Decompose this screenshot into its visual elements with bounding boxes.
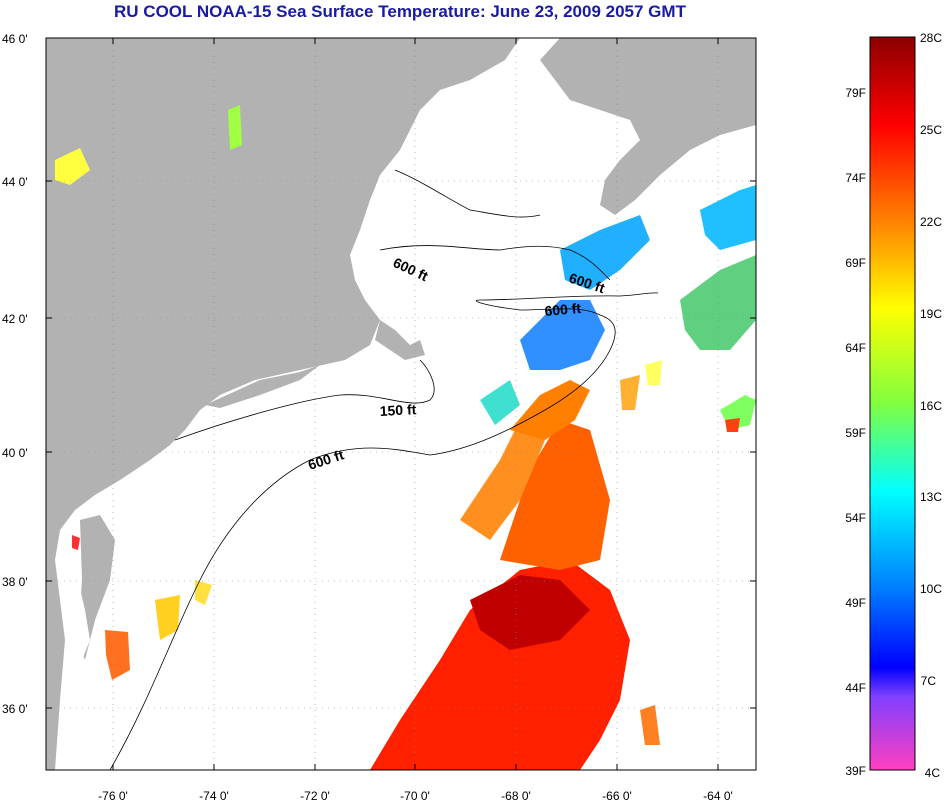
lat-label-40: 40 0' [2, 446, 28, 460]
lon-label-70: -70 0' [400, 789, 430, 803]
contour-label-150ft: 150 ft [379, 401, 417, 419]
cb-c-28: 28C [920, 31, 942, 45]
land-long-island [205, 365, 320, 408]
cb-f-59: 59F [845, 426, 866, 440]
cb-f-64: 64F [845, 341, 866, 355]
lat-label-44: 44 0' [2, 175, 28, 189]
lat-label-42: 42 0' [2, 312, 28, 326]
land-nova-scotia [540, 38, 756, 215]
cb-f-79: 79F [845, 86, 866, 100]
bathymetry-contours [109, 169, 659, 770]
lon-label-72: -72 0' [300, 789, 330, 803]
colorbar-fahrenheit-labels: 79F 74F 69F 64F 59F 54F 49F 44F 39F [845, 86, 866, 778]
contour-label-600ft-georges: 600 ft [544, 300, 582, 319]
map-title: RU COOL NOAA-15 Sea Surface Temperature:… [114, 2, 686, 21]
lat-label-46: 46 0' [2, 32, 28, 46]
lon-label-64: -64 0' [703, 789, 733, 803]
lat-label-36: 36 0' [2, 702, 28, 716]
cb-f-69: 69F [845, 256, 866, 270]
cb-c-25: 25C [920, 123, 942, 137]
cb-c-13: 13C [920, 490, 942, 504]
cb-f-39: 39F [845, 764, 866, 778]
land-us-mainland [46, 38, 520, 770]
cb-c-4: 4C [925, 766, 941, 780]
cb-f-74: 74F [845, 171, 866, 185]
cb-c-22: 22C [920, 215, 942, 229]
lon-label-74: -74 0' [199, 789, 229, 803]
cb-f-54: 54F [845, 511, 866, 525]
cb-c-19: 19C [920, 307, 942, 321]
cb-f-44: 44F [845, 681, 866, 695]
chesapeake-bay [66, 520, 90, 660]
cb-c-7: 7C [921, 674, 937, 688]
cb-f-49: 49F [845, 596, 866, 610]
lon-label-66: -66 0' [602, 789, 632, 803]
colorbar-celsius-labels: 28C 25C 22C 19C 16C 13C 10C 7C 4C [920, 31, 942, 780]
lon-label-76: -76 0' [98, 789, 128, 803]
axis-ticks [46, 38, 756, 770]
graticule [46, 38, 756, 770]
cb-c-16: 16C [920, 399, 942, 413]
sst-data-patches [55, 105, 756, 770]
colorbar [869, 36, 916, 771]
lat-label-38: 38 0' [2, 575, 28, 589]
cb-c-10: 10C [920, 582, 942, 596]
lon-label-68: -68 0' [501, 789, 531, 803]
map-frame [45, 37, 757, 771]
land-cape-cod [375, 320, 425, 360]
